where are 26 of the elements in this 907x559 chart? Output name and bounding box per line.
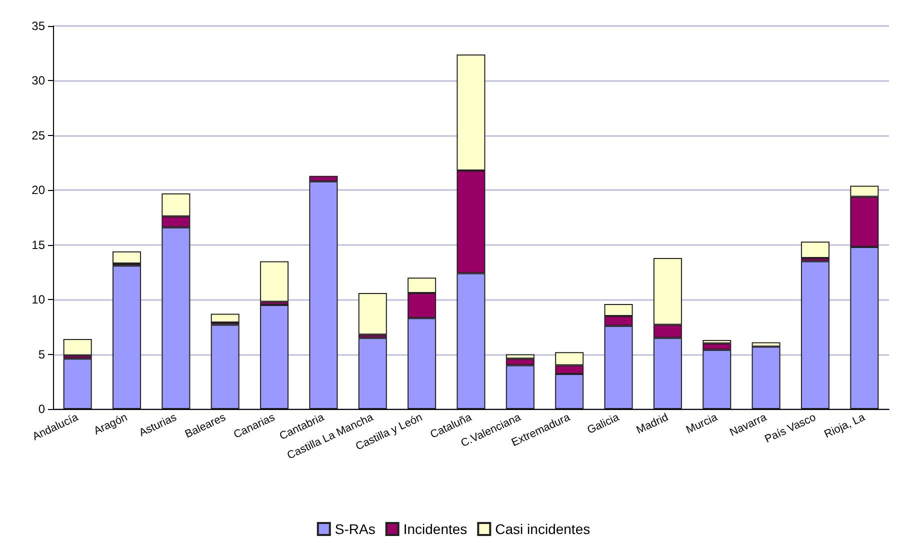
bar: [800, 242, 830, 258]
y-tick-label: 5: [38, 347, 46, 362]
legend-label: Incidentes: [403, 521, 468, 537]
legend-label: Casi incidentes: [495, 521, 590, 537]
y-tick-label: 15: [32, 238, 46, 252]
legend-label: S-RAs: [334, 521, 376, 537]
y-tick-label: 35: [32, 19, 46, 33]
x-tick-label: Galicia: [586, 411, 622, 437]
x-tick-label: Murcia: [684, 411, 720, 436]
x-tick-label: Rioja, La: [822, 411, 868, 441]
bar: [358, 293, 387, 335]
bar: [260, 261, 289, 302]
bar: [112, 251, 142, 264]
bar: [260, 305, 289, 409]
bar: [210, 324, 240, 409]
y-tick-label: 10: [32, 292, 46, 307]
bar: [63, 338, 92, 356]
y-tick-label: 30: [32, 74, 46, 88]
y-tick-label: 0: [38, 402, 46, 416]
bar: [358, 338, 387, 409]
y-tick-label: 25: [32, 128, 46, 142]
bar: [800, 261, 830, 409]
bar: [112, 266, 142, 409]
y-tick-label: 20: [32, 183, 46, 198]
bar: [210, 314, 240, 323]
bar: [63, 358, 92, 409]
